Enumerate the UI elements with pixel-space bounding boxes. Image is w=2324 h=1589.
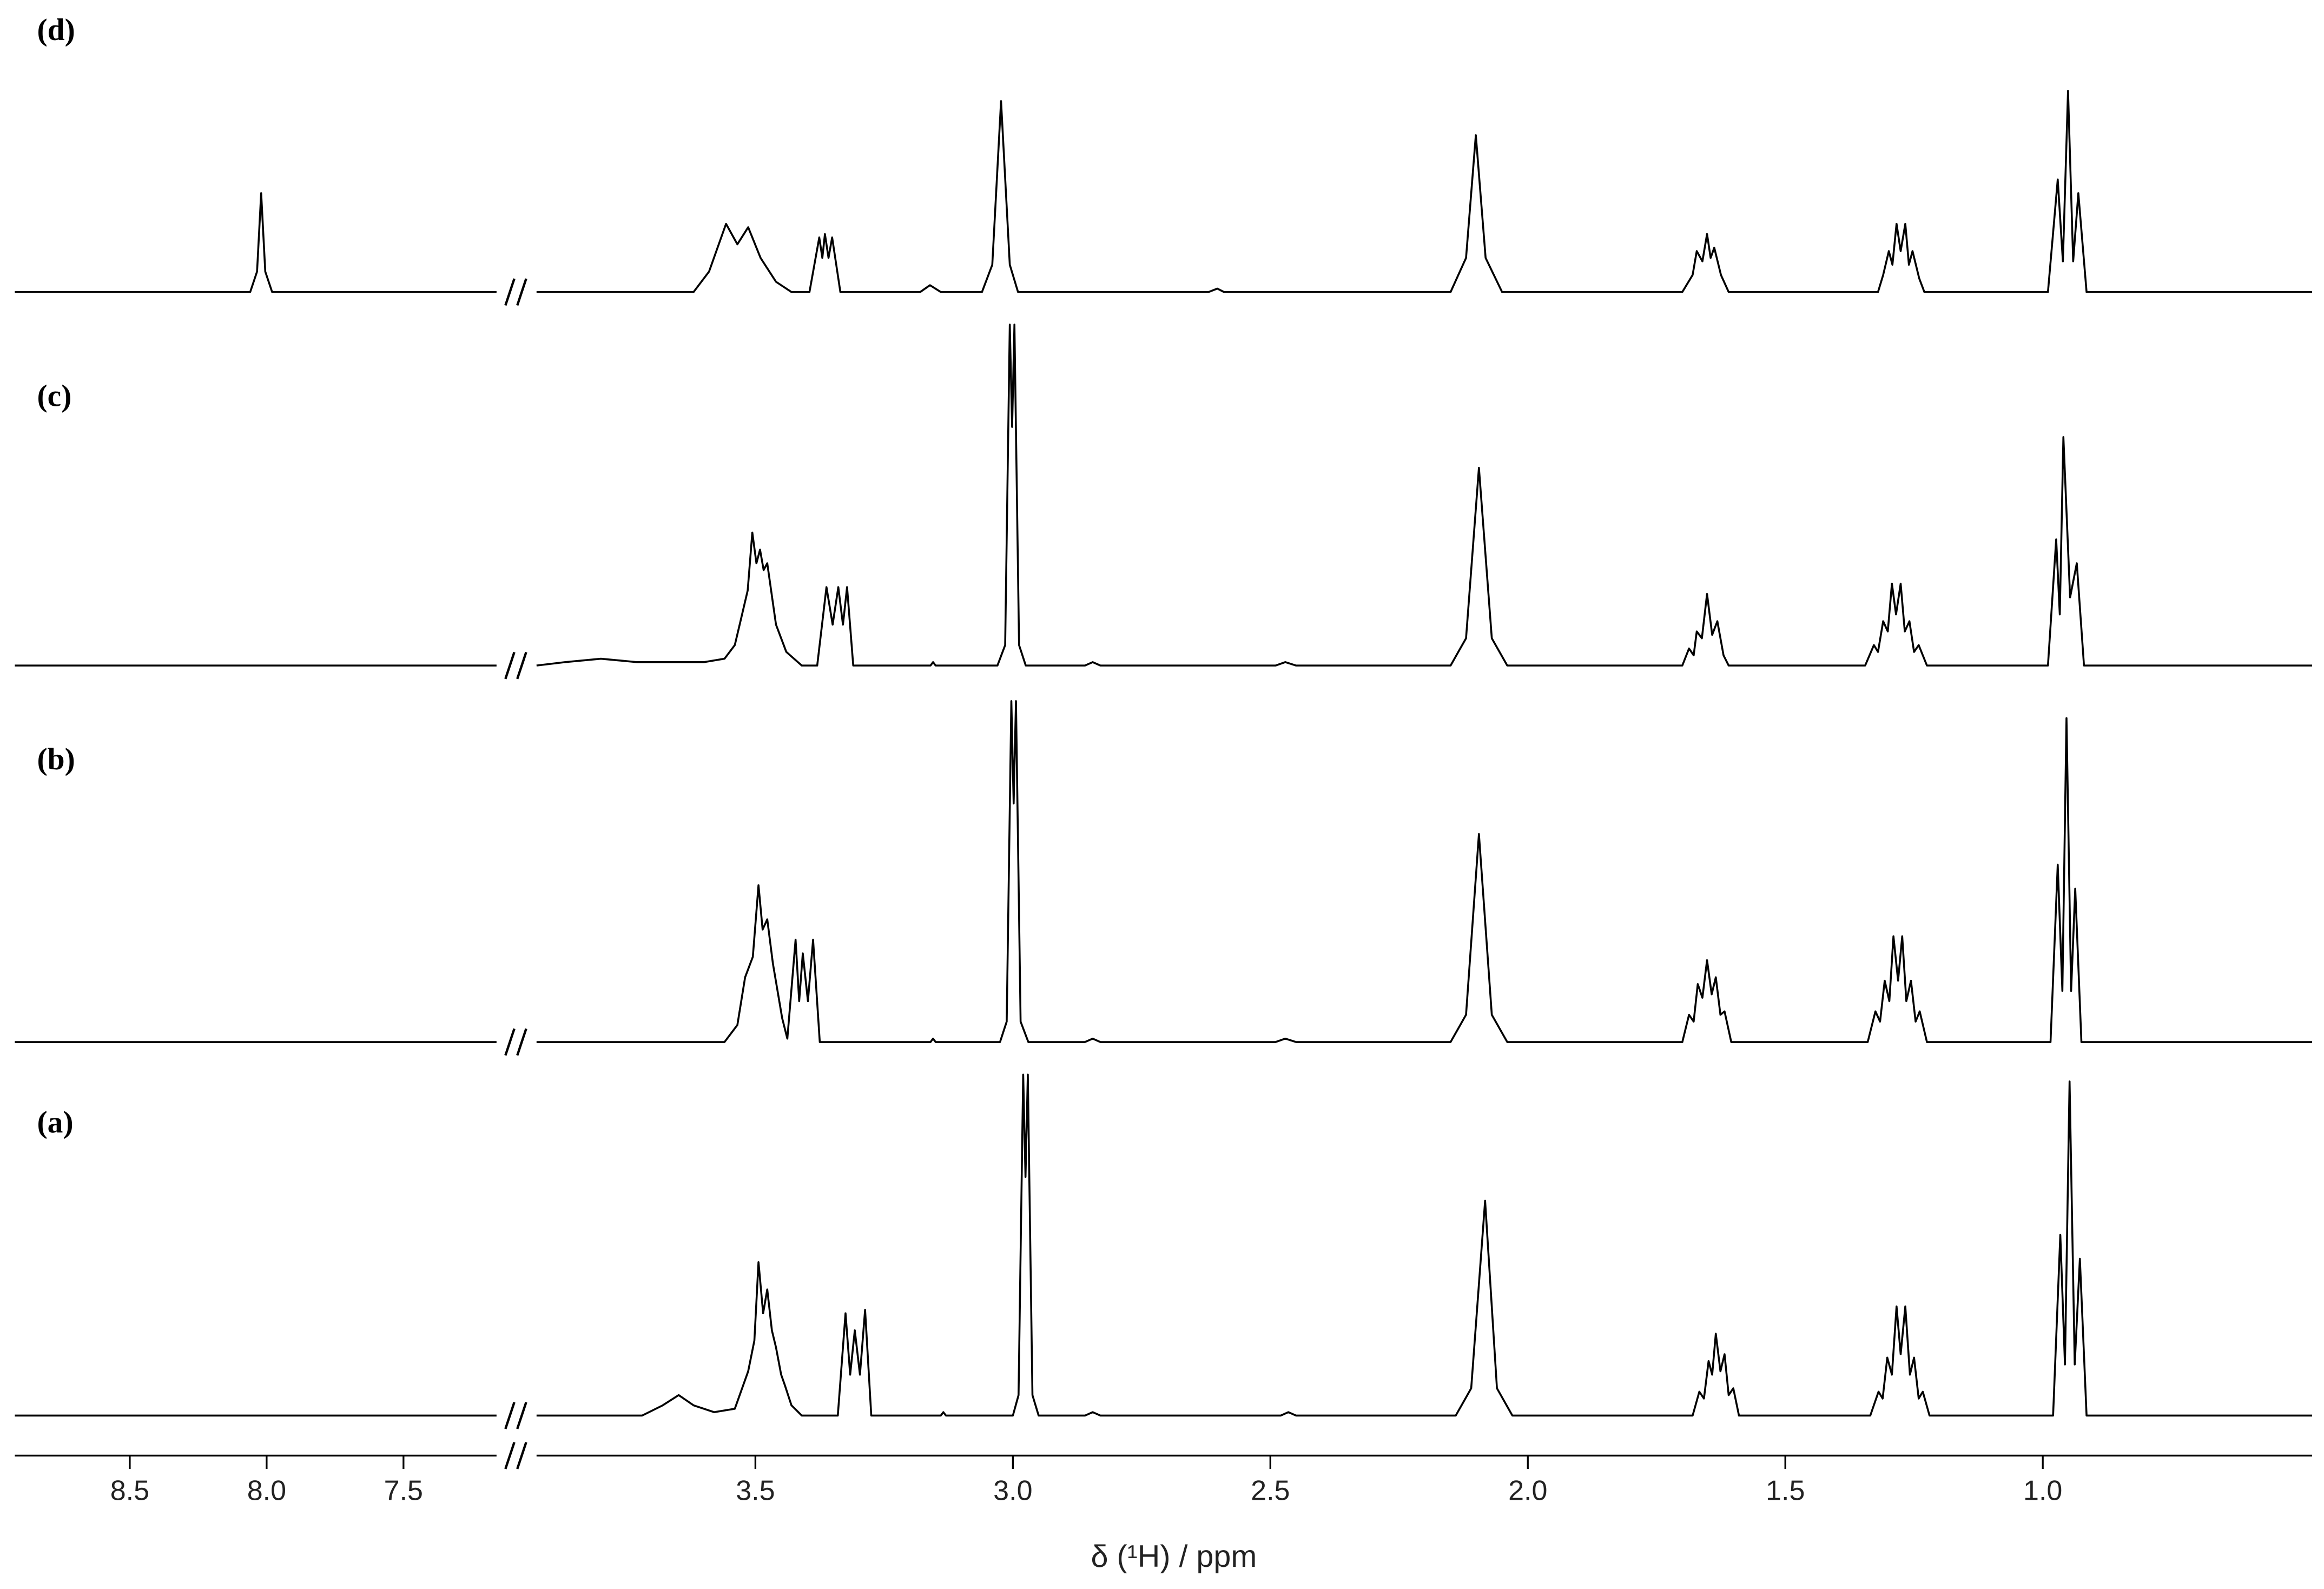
x-tick-label: 8.0 [247, 1475, 286, 1507]
panel-label: (c) [37, 379, 72, 413]
panel-label: (d) [37, 13, 75, 47]
spectrum-line [15, 700, 2313, 1043]
spectrum-break [516, 651, 527, 680]
x-tick-label: 2.5 [1251, 1475, 1290, 1507]
spectrum-break [516, 278, 527, 306]
spectrum-break [516, 1402, 527, 1429]
axis-break [516, 1442, 527, 1469]
spectrum-break [516, 1028, 527, 1056]
spectrum-break [504, 1028, 516, 1056]
spectrum-break [504, 1402, 516, 1429]
panel-label: (b) [37, 742, 75, 776]
x-tick-label: 7.5 [384, 1475, 423, 1507]
spectrum-line [15, 1073, 2313, 1417]
x-axis-title: δ (¹H) / ppm [1091, 1539, 1257, 1574]
axis-break [504, 1442, 516, 1469]
spectrum-line [15, 324, 2313, 667]
x-tick-label: 8.5 [110, 1475, 149, 1507]
x-tick-label: 3.0 [993, 1475, 1032, 1507]
spectrum-break [504, 278, 516, 306]
x-tick-label: 1.0 [2023, 1475, 2062, 1507]
spectrum-line [15, 90, 2313, 293]
spectrum-break [504, 651, 516, 680]
x-tick-label: 1.5 [1766, 1475, 1805, 1507]
x-tick-label: 3.5 [736, 1475, 775, 1507]
x-tick-label: 2.0 [1508, 1475, 1547, 1507]
panel-label: (a) [37, 1105, 74, 1139]
